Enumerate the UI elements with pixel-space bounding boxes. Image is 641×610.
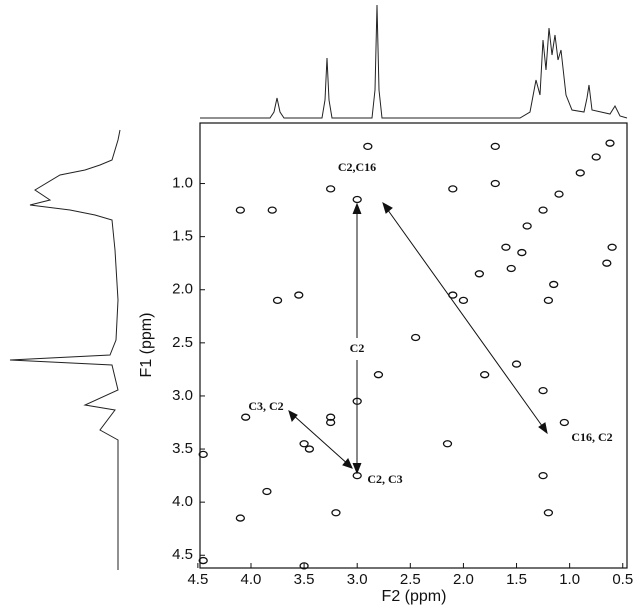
- cross-peak: [538, 386, 548, 395]
- cross-peak: [198, 556, 208, 565]
- cross-peak: [304, 445, 315, 453]
- cross-peak: [331, 509, 341, 517]
- cross-peak: [267, 206, 277, 214]
- cross-peak: [490, 179, 500, 188]
- cross-peak: [325, 418, 336, 427]
- cross-peak: [543, 296, 554, 305]
- cross-peak: [299, 440, 309, 448]
- cross-peak: [607, 243, 617, 251]
- projection-trace: [200, 4, 628, 119]
- y-tick-label: 4.0: [172, 493, 193, 510]
- cross-peak: [554, 190, 564, 198]
- cross-peak: [448, 185, 458, 193]
- cross-peak: [299, 562, 309, 570]
- x-tick-label: 3.5: [294, 571, 315, 588]
- cross-peak: [352, 195, 362, 204]
- cross-peak: [605, 139, 615, 147]
- cross-peak: [559, 418, 569, 427]
- x-tick-label: 1.0: [559, 571, 580, 588]
- x-tick-label: 0.5: [612, 571, 633, 588]
- y-tick-label: 1.0: [172, 175, 193, 192]
- cross-peak: [458, 296, 469, 305]
- cross-peak: [262, 487, 272, 496]
- cross-peak: [517, 248, 527, 257]
- cross-peak: [235, 514, 246, 522]
- annotation: C2: [350, 341, 365, 355]
- cross-peak: [506, 264, 516, 273]
- cross-peak: [373, 371, 384, 379]
- x-tick-label: 2.0: [453, 571, 474, 588]
- cross-peak: [294, 291, 304, 299]
- y-tick-label: 3.5: [172, 440, 193, 457]
- cross-peak: [511, 360, 522, 368]
- projection-trace: [9, 129, 121, 570]
- cross-peak: [522, 222, 532, 230]
- cross-peak: [410, 333, 421, 342]
- cross-peak: [325, 185, 336, 193]
- annotation: C3, C2: [248, 399, 283, 413]
- cross-peak: [538, 206, 548, 214]
- y-tick-label: 1.5: [172, 228, 193, 245]
- y-tick-label: 2.0: [172, 281, 193, 298]
- cross-peak: [241, 413, 251, 421]
- y-tick-label: 3.0: [172, 387, 193, 404]
- cross-peak: [352, 397, 362, 405]
- y-tick-label: 2.5: [172, 334, 193, 351]
- x-tick-label: 3.0: [347, 571, 368, 588]
- cross-peak: [575, 169, 585, 177]
- cross-peak: [591, 153, 601, 161]
- cross-peak: [272, 296, 283, 305]
- cross-peak: [543, 509, 554, 517]
- x-axis-title: F2 (ppm): [382, 588, 447, 605]
- x-tick-label: 4.5: [187, 571, 208, 588]
- cross-peak: [198, 450, 208, 459]
- cross-peak: [501, 243, 511, 251]
- x-tick-label: 4.0: [241, 571, 262, 588]
- cross-peak: [490, 142, 500, 151]
- annotation: C2,C16: [338, 160, 376, 174]
- y-axis-title: F1 (ppm): [138, 313, 155, 378]
- cross-peak: [352, 471, 362, 480]
- cross-peak: [538, 471, 548, 480]
- cross-peak: [363, 142, 373, 151]
- cross-peak: [602, 259, 612, 267]
- cross-peak: [235, 206, 246, 214]
- cross-peak: [325, 413, 336, 421]
- cross-peak: [549, 280, 559, 289]
- x-tick-label: 2.5: [400, 571, 421, 588]
- cross-peak: [480, 371, 490, 379]
- cross-peak: [474, 270, 485, 278]
- y-tick-label: 4.5: [172, 546, 193, 563]
- x-tick-label: 1.5: [506, 571, 527, 588]
- plot-frame: [199, 122, 628, 569]
- annotation-arrows: [288, 201, 548, 475]
- cross-peak: [448, 291, 458, 299]
- cross-peak: [442, 440, 453, 448]
- annotation: C16, C2: [571, 430, 612, 444]
- annotation: C2, C3: [367, 472, 402, 486]
